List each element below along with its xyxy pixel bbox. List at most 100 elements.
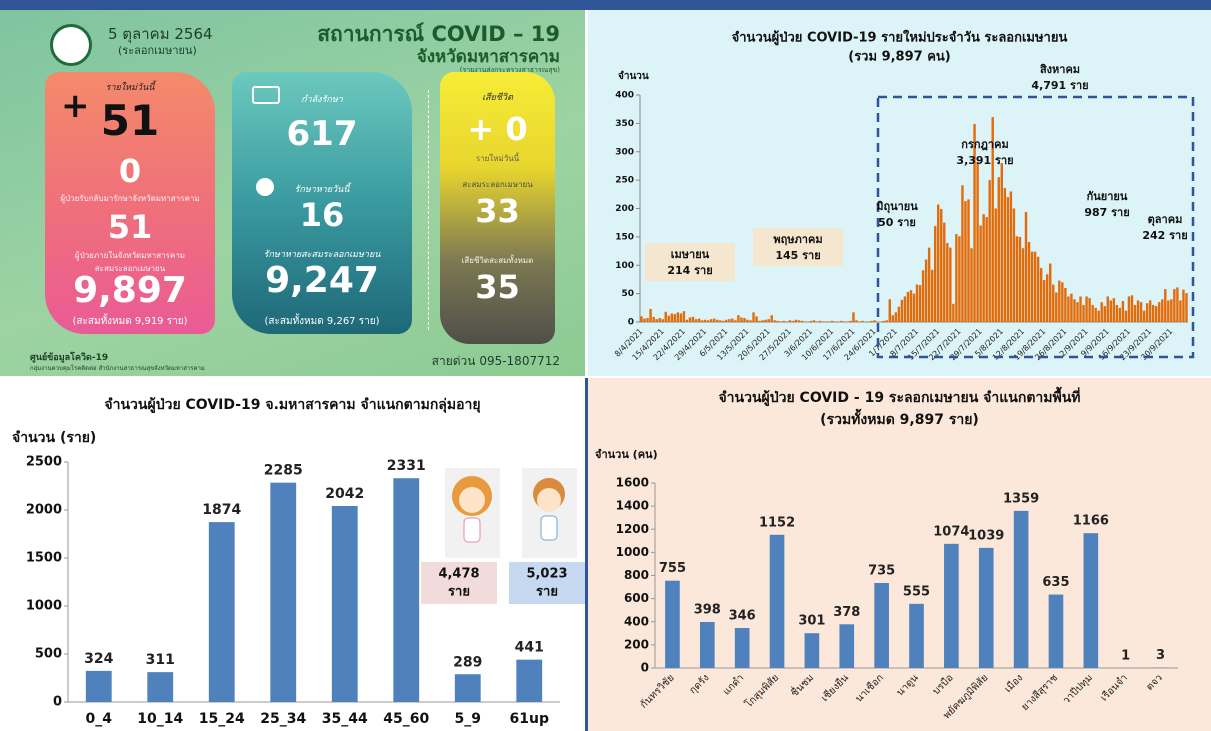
x-tick-label: แกดำ	[721, 672, 746, 697]
label: ผู้ป่วยรับกลับมารักษาจังหวัดมหาสารคาม	[45, 192, 215, 205]
bar	[332, 506, 358, 702]
y-tick-label: 800	[624, 568, 649, 582]
label: รายใหม่วันนี้	[440, 152, 555, 165]
value: 51	[45, 96, 215, 145]
y-tick-label: 1600	[616, 476, 649, 490]
divider	[428, 90, 429, 330]
page: 5 ตุลาคม 2564 (ระลอกเมษายน) สถานการณ์ CO…	[0, 0, 1211, 731]
value-label: 301	[798, 614, 825, 629]
bar	[810, 321, 812, 322]
bar	[889, 299, 891, 322]
bar	[979, 226, 981, 322]
annotation: 987 ราย	[1084, 206, 1129, 219]
bar	[804, 321, 806, 322]
bar	[698, 319, 700, 322]
bar	[1122, 301, 1124, 322]
y-axis-label: จำนวน (คน)	[595, 448, 658, 461]
boy-icon	[522, 468, 577, 558]
bar	[1058, 281, 1060, 322]
bar	[677, 312, 679, 322]
bar	[1185, 293, 1187, 322]
bar	[1007, 197, 1009, 322]
bar	[755, 316, 757, 322]
bar	[852, 312, 854, 322]
value-label: 2331	[387, 458, 426, 474]
total: (สะสมทั้งหมด 9,267 ราย)	[232, 314, 412, 329]
x-tick-label: ยางสีสุราช	[1019, 672, 1060, 713]
value-label: 441	[515, 640, 544, 656]
y-tick-label: 100	[615, 261, 634, 271]
bar	[955, 234, 957, 322]
bar	[1079, 296, 1081, 322]
y-tick-label: 0	[53, 695, 62, 710]
value-label: 346	[729, 608, 756, 623]
face	[537, 488, 561, 512]
bar	[743, 318, 745, 322]
bar	[1152, 305, 1154, 322]
y-tick-label: 0	[641, 661, 649, 675]
bar	[819, 321, 821, 322]
bar	[822, 321, 824, 322]
value-label: 755	[659, 561, 686, 576]
bar	[774, 320, 776, 322]
body	[541, 516, 557, 540]
bar	[455, 674, 481, 702]
chart-subtitle: (รวม 9,897 คน)	[848, 50, 951, 65]
x-tick-label: นาเชือก	[853, 672, 886, 705]
bar	[1082, 305, 1084, 322]
bar	[1034, 252, 1036, 322]
bar	[746, 320, 748, 322]
bar	[749, 320, 751, 322]
bar	[734, 320, 736, 322]
y-tick-label: 0	[628, 318, 634, 328]
x-tick-label: เรือนจำ	[1098, 672, 1130, 704]
label: เสียชีวิต	[440, 90, 555, 104]
total: (สะสมทั้งหมด 9,919 ราย)	[45, 314, 215, 329]
bar	[1107, 296, 1109, 322]
y-tick-label: 200	[624, 637, 649, 651]
bar	[795, 320, 797, 322]
value-label: 635	[1042, 575, 1069, 590]
bar	[858, 321, 860, 322]
chart-title: จำนวนผู้ป่วย COVID-19 รายใหม่ประจำวัน ระ…	[732, 29, 1068, 46]
y-tick-label: 1000	[26, 599, 62, 614]
bar	[792, 321, 794, 322]
bar	[1164, 289, 1166, 322]
value-label: 1359	[1003, 491, 1039, 506]
annotation: กันยายน	[1087, 190, 1128, 203]
bar	[1088, 298, 1090, 322]
bar	[740, 317, 742, 322]
y-tick-label: 500	[35, 647, 62, 662]
bar	[816, 321, 818, 322]
x-tick-label: บรบือ	[930, 672, 956, 698]
bar	[925, 260, 927, 322]
body	[464, 518, 480, 542]
bar	[652, 317, 654, 322]
bar	[658, 318, 660, 322]
y-axis-label: จำนวน (ราย)	[12, 430, 96, 446]
bar	[876, 321, 878, 322]
value-label: 3	[1156, 648, 1165, 663]
chart-title: จำนวนผู้ป่วย COVID-19 จ.มหาสารคาม จำแนกต…	[104, 397, 480, 413]
y-tick-label: 400	[624, 614, 649, 628]
bar	[1101, 302, 1103, 322]
bar	[516, 660, 542, 702]
value-label: 1039	[968, 528, 1004, 543]
x-tick-label: นาดูน	[895, 672, 921, 698]
annotation: ราย	[536, 585, 558, 600]
district-chart: จำนวนผู้ป่วย COVID - 19 ระลอกเมษายน จำแน…	[588, 378, 1211, 731]
bar	[976, 162, 978, 322]
label: รักษาหายวันนี้	[232, 182, 412, 196]
bar	[701, 320, 703, 322]
footer-center: ศูนย์ข้อมูลโควิด-19	[30, 350, 108, 364]
bar	[1149, 300, 1151, 322]
hotline: สายด่วน 095-1807712	[432, 352, 560, 371]
x-tick-label: 0_4	[86, 711, 113, 727]
girl-icon	[445, 468, 500, 558]
value-label: 398	[694, 602, 721, 617]
bar	[874, 583, 889, 668]
bar	[1125, 311, 1127, 322]
y-axis-label: จำนวน	[618, 70, 649, 82]
bar	[649, 309, 651, 322]
bar	[840, 321, 842, 322]
